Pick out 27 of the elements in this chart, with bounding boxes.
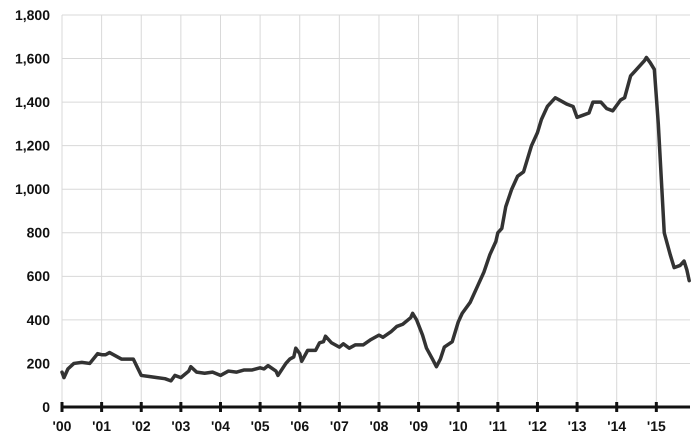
y-tick-label: 400	[26, 312, 50, 328]
x-tick-label: '06	[290, 418, 310, 434]
x-tick-label: '14	[607, 418, 626, 434]
y-tick-label: 600	[26, 268, 50, 284]
y-tick-label: 0	[42, 398, 50, 415]
x-tick-label: '02	[132, 418, 151, 434]
line-series	[60, 56, 691, 383]
y-tick-label: 800	[26, 224, 50, 241]
x-tick-label: '13	[568, 418, 587, 434]
x-tick-label: '09	[409, 418, 428, 434]
x-tick-label: '11	[488, 418, 508, 434]
x-tick-label: '08	[370, 418, 389, 434]
x-tick-label: '05	[250, 418, 270, 434]
x-tick-label: '15	[646, 418, 666, 434]
x-tick-label: '07	[330, 418, 350, 434]
x-tick-label: '03	[171, 418, 191, 434]
x-tick-label: '12	[528, 418, 548, 434]
y-tick-label: 200	[26, 355, 50, 372]
y-tick-label: 1,600	[14, 50, 50, 66]
y-tick-label: 1,000	[14, 181, 50, 198]
y-tick-label: 1,400	[14, 94, 50, 110]
x-tick-label: '01	[92, 418, 112, 434]
y-tick-label: 1,800	[14, 6, 50, 23]
x-tick-label: '00	[52, 418, 72, 434]
y-tick-label: 1,200	[14, 138, 50, 154]
x-tick-label: '04	[211, 418, 230, 434]
x-tick-label: '10	[448, 418, 468, 434]
